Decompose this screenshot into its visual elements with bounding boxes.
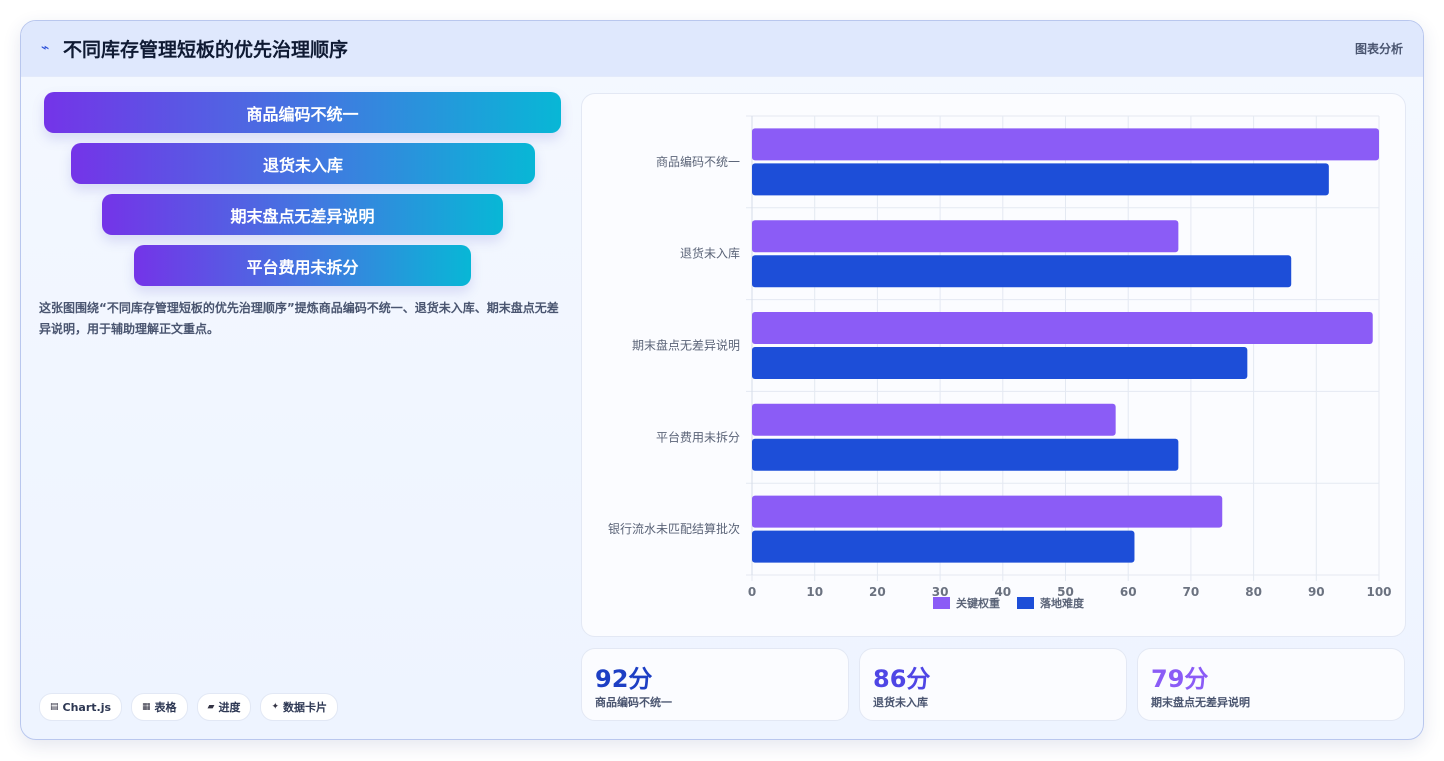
y-tick-label: 平台费用未拆分 — [656, 429, 740, 444]
chip-data-card[interactable]: ✦ 数据卡片 — [260, 693, 339, 721]
chip-label: 数据卡片 — [283, 701, 328, 714]
x-tick-label: 70 — [1183, 585, 1200, 599]
x-tick-label: 60 — [1120, 585, 1137, 599]
table-icon: ▦ — [142, 702, 151, 712]
x-tick-label: 100 — [1366, 585, 1391, 599]
funnel-step-1: 商品编码不统一 — [44, 92, 561, 133]
stat-value: 92分 — [595, 665, 653, 693]
funnel-step-label: 平台费用未拆分 — [246, 257, 359, 277]
bar-difficulty — [752, 255, 1292, 288]
bar-difficulty — [752, 163, 1329, 196]
stat-value: 86分 — [873, 665, 931, 693]
chart-panel: 0 10 20 30 40 50 60 70 80 90 100 商品编码不统一退货未入库期末盘点无差… — [581, 93, 1406, 637]
stat-card-1: 92分 商品编码不统一 — [581, 648, 849, 721]
y-tick-label: 退货未入库 — [680, 246, 740, 261]
x-tick-label: 10 — [806, 585, 823, 599]
x-tick-label: 20 — [869, 585, 886, 599]
stat-label: 期末盘点无差异说明 — [1151, 696, 1250, 709]
legend-swatch — [1017, 597, 1034, 609]
chip-chartjs[interactable]: ▤ Chart.js — [39, 693, 123, 721]
bar-difficulty — [752, 347, 1248, 379]
chart-analysis-tag: 图表分析 — [1354, 42, 1403, 56]
chip-label: Chart.js — [62, 700, 112, 714]
chip-label: 进度 — [218, 701, 241, 714]
stat-value: 79分 — [1151, 665, 1209, 693]
x-tick-label: 40 — [994, 585, 1011, 599]
chart-icon: ▤ — [50, 702, 59, 712]
tech-chips: ▤ Chart.js ▦ 表格 ▰ 进度 ✦ 数据卡片 — [39, 693, 339, 721]
legend-label: 落地难度 — [1040, 596, 1085, 610]
analysis-card: ⌁ 不同库存管理短板的优先治理顺序 图表分析 商品编码不统一 退货未入库 期末盘… — [20, 20, 1424, 740]
x-tick-label: 50 — [1057, 585, 1074, 599]
progress-icon: ▰ — [207, 702, 215, 712]
bar-chart: 0 10 20 30 40 50 60 70 80 90 100 商品编码不统一退货未入库期末盘点无差… — [608, 115, 1392, 610]
funnel-step-label: 期末盘点无差异说明 — [230, 206, 375, 226]
legend-swatch — [933, 597, 950, 609]
x-tick-label: 80 — [1245, 585, 1262, 599]
chip-label: 表格 — [154, 701, 177, 714]
funnel-step-label: 退货未入库 — [262, 155, 343, 175]
y-tick-label: 银行流水未匹配结算批次 — [608, 521, 740, 536]
funnel-step-4: 平台费用未拆分 — [134, 245, 471, 286]
y-tick-label: 商品编码不统一 — [656, 154, 740, 169]
sparkle-icon: ✦ — [271, 702, 280, 712]
card-header: ⌁ 不同库存管理短板的优先治理顺序 图表分析 — [21, 21, 1423, 77]
bar-difficulty — [752, 530, 1135, 563]
legend-label: 关键权重 — [956, 596, 1000, 610]
bar-key-weight — [752, 403, 1116, 436]
funnel-step-label: 商品编码不统一 — [246, 104, 359, 124]
stat-card-2: 86分 退货未入库 — [859, 648, 1127, 721]
bar-key-weight — [752, 128, 1379, 161]
chip-progress[interactable]: ▰ 进度 — [196, 693, 252, 721]
chart-trend-icon: ⌁ — [41, 40, 50, 56]
x-tick-label: 0 — [748, 585, 756, 599]
bar-key-weight — [752, 495, 1223, 528]
stat-label: 商品编码不统一 — [595, 696, 672, 709]
bar-key-weight — [752, 220, 1179, 253]
funnel-step-3: 期末盘点无差异说明 — [102, 194, 503, 235]
bar-difficulty — [752, 438, 1179, 471]
x-tick-label: 90 — [1308, 585, 1325, 599]
stat-label: 退货未入库 — [873, 696, 928, 709]
funnel-step-2: 退货未入库 — [71, 143, 535, 184]
y-tick-label: 期末盘点无差异说明 — [632, 338, 740, 353]
x-tick-label: 30 — [932, 585, 949, 599]
chip-table[interactable]: ▦ 表格 — [131, 693, 188, 721]
stat-card-3: 79分 期末盘点无差异说明 — [1137, 648, 1405, 721]
chart-description: 这张图围绕“不同库存管理短板的优先治理顺序”提炼商品编码不统一、退货未入库、期末… — [39, 301, 559, 336]
page-title: 不同库存管理短板的优先治理顺序 — [63, 39, 349, 61]
bar-key-weight — [752, 312, 1373, 344]
